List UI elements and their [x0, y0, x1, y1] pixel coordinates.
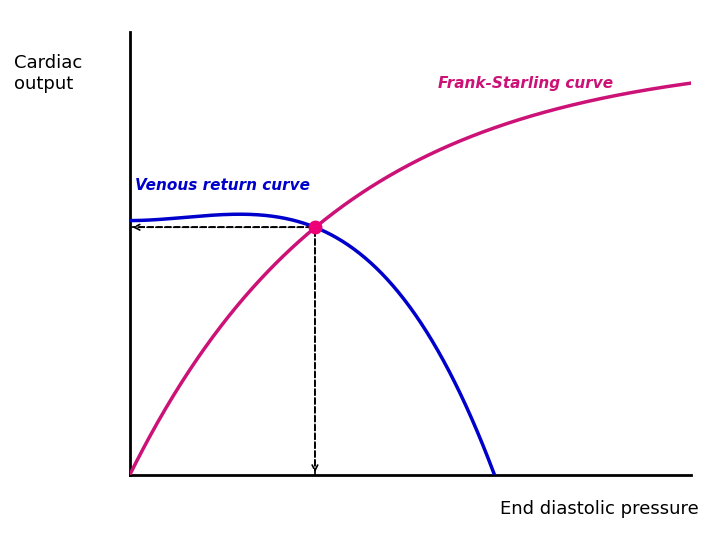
Text: End diastolic pressure: End diastolic pressure [500, 501, 698, 518]
Text: Frank-Starling curve: Frank-Starling curve [438, 76, 613, 91]
Text: Cardiac
output: Cardiac output [14, 54, 83, 93]
Text: Venous return curve: Venous return curve [135, 178, 310, 193]
